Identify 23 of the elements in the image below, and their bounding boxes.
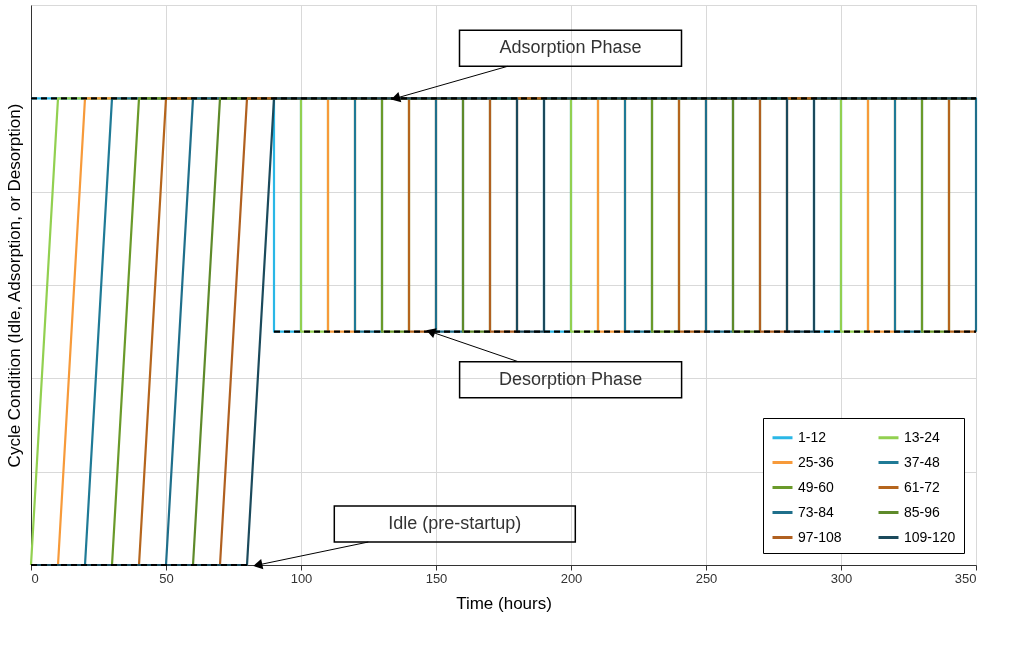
legend-label: 97-108 (798, 528, 842, 545)
x-tick-label: 200 (560, 570, 583, 586)
legend-label: 49-60 (798, 478, 835, 495)
legend-label: 61-72 (904, 478, 941, 495)
annotation: Adsorption Phase (499, 37, 642, 58)
x-tick-label: 350 (954, 570, 977, 586)
legend-label: 85-96 (904, 503, 941, 520)
x-tick-label: 150 (425, 570, 448, 586)
legend-label: 13-24 (904, 428, 941, 445)
legend-label: 1-12 (798, 428, 827, 445)
x-tick-label: 300 (830, 570, 853, 586)
x-tick-label: 100 (290, 570, 313, 586)
x-tick-label: 250 (695, 570, 718, 586)
annotation: Idle (pre-startup) (388, 513, 522, 533)
annotation: Desorption Phase (499, 368, 643, 389)
y-axis-title: Cycle Condition (Idle, Adsorption, or Desorption) (4, 103, 24, 468)
legend-label: 25-36 (798, 453, 835, 470)
legend-label: 109-120 (904, 528, 956, 545)
x-tick-label: 50 (159, 570, 174, 586)
x-tick-label: 0 (31, 570, 39, 586)
legend-label: 37-48 (904, 453, 941, 470)
x-axis-title: Time (hours) (456, 593, 552, 613)
legend-label: 73-84 (798, 503, 835, 520)
